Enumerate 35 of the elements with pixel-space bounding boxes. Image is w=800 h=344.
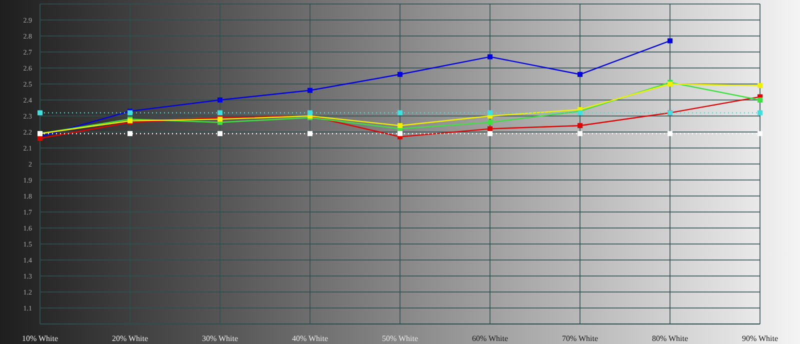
point — [758, 83, 762, 88]
point — [668, 131, 672, 136]
x-tick-label: 10% White — [22, 334, 58, 343]
x-tick-label: 70% White — [562, 334, 598, 343]
point — [578, 72, 582, 77]
x-tick-label: 80% White — [652, 334, 688, 343]
point — [128, 131, 132, 136]
point — [308, 110, 312, 116]
point — [398, 131, 402, 136]
point — [578, 131, 582, 136]
x-tick-label: 50% White — [382, 334, 418, 343]
point — [398, 110, 402, 116]
point — [488, 126, 492, 132]
x-tick-label: 60% White — [472, 334, 508, 343]
point — [398, 72, 402, 77]
point — [488, 120, 492, 125]
point — [308, 131, 312, 136]
x-tick-label: 40% White — [292, 334, 328, 343]
point — [488, 131, 492, 136]
x-tick-label: 90% White — [742, 334, 778, 343]
point — [488, 54, 492, 60]
point — [758, 131, 762, 136]
point — [758, 110, 762, 116]
point — [758, 98, 762, 102]
point — [38, 110, 42, 116]
point — [578, 123, 582, 128]
x-tick-label: 20% White — [112, 334, 148, 343]
x-tick-label: 30% White — [202, 334, 238, 343]
point — [218, 98, 222, 102]
point — [488, 110, 492, 116]
point — [668, 38, 672, 44]
point — [218, 110, 222, 116]
point — [398, 123, 402, 128]
point — [218, 131, 222, 136]
point — [308, 88, 312, 93]
